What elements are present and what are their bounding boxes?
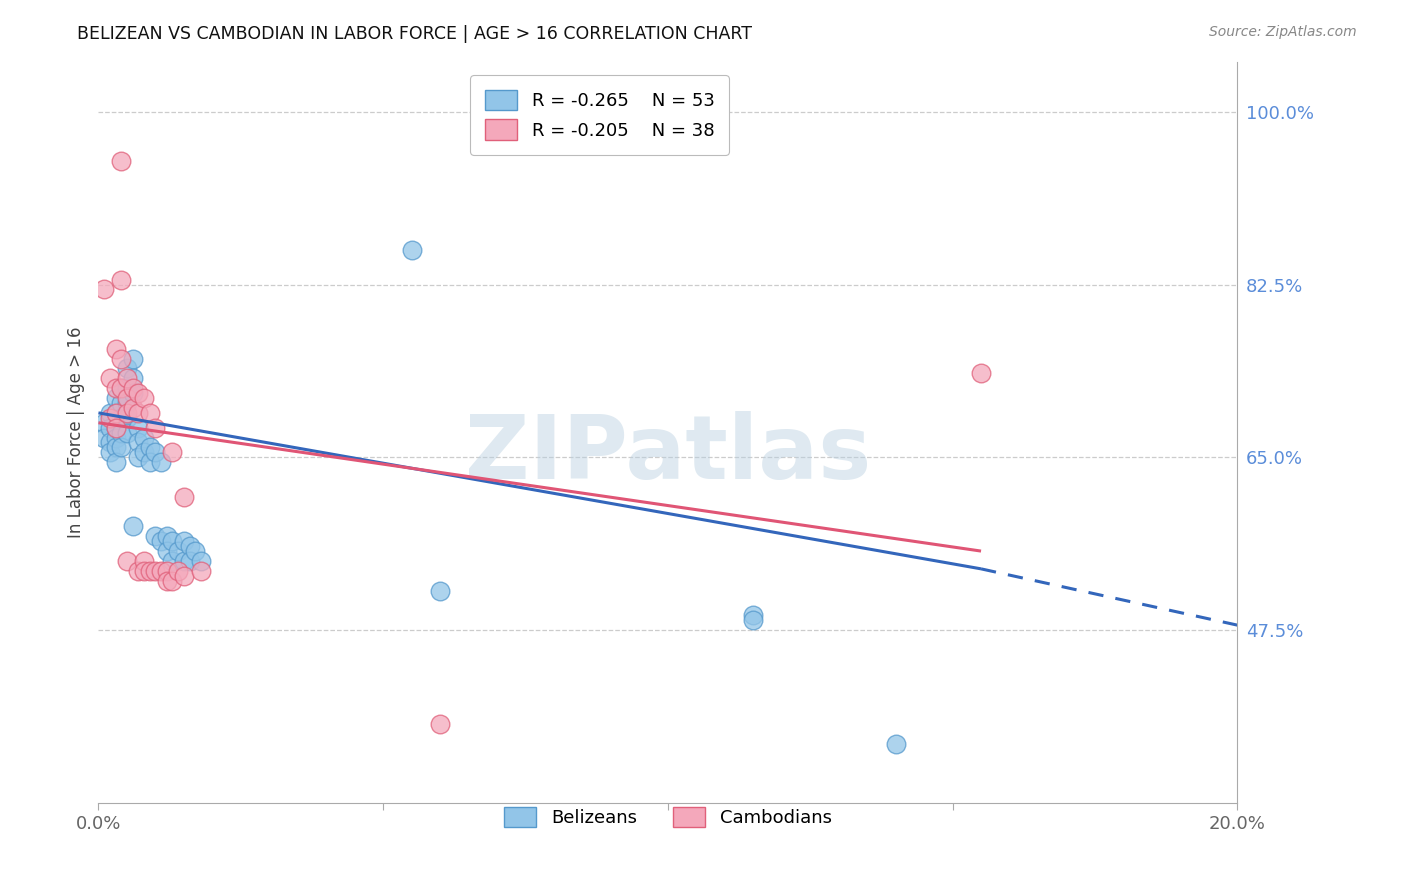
Point <box>132 445 155 459</box>
Point <box>104 342 127 356</box>
Point <box>127 420 149 434</box>
Point <box>150 534 173 549</box>
Point <box>162 534 184 549</box>
Point <box>145 445 167 459</box>
Point <box>104 381 127 395</box>
Point <box>98 406 121 420</box>
Point <box>121 519 143 533</box>
Point <box>98 410 121 425</box>
Point <box>167 544 190 558</box>
Point <box>110 381 132 395</box>
Point <box>115 361 138 376</box>
Point <box>156 544 179 558</box>
Point <box>179 554 201 568</box>
Point <box>162 445 184 459</box>
Point <box>162 574 184 588</box>
Point <box>150 564 173 578</box>
Point <box>190 564 212 578</box>
Point <box>121 351 143 366</box>
Point <box>93 283 115 297</box>
Point <box>115 371 138 385</box>
Point <box>110 396 132 410</box>
Point <box>115 410 138 425</box>
Point <box>98 420 121 434</box>
Point <box>110 272 132 286</box>
Point <box>104 406 127 420</box>
Point <box>179 539 201 553</box>
Point <box>173 568 195 582</box>
Point <box>127 386 149 401</box>
Point <box>132 431 155 445</box>
Point <box>970 367 993 381</box>
Point <box>138 564 160 578</box>
Point <box>98 445 121 459</box>
Y-axis label: In Labor Force | Age > 16: In Labor Force | Age > 16 <box>66 326 84 539</box>
Point <box>121 386 143 401</box>
Point <box>401 243 423 257</box>
Point <box>742 613 765 627</box>
Point <box>429 716 451 731</box>
Point <box>121 381 143 395</box>
Point <box>742 608 765 623</box>
Point <box>132 564 155 578</box>
Text: BELIZEAN VS CAMBODIAN IN LABOR FORCE | AGE > 16 CORRELATION CHART: BELIZEAN VS CAMBODIAN IN LABOR FORCE | A… <box>77 25 752 43</box>
Point <box>138 441 160 455</box>
Point <box>429 583 451 598</box>
Point <box>156 564 179 578</box>
Point <box>110 425 132 440</box>
Point <box>115 425 138 440</box>
Point <box>110 154 132 169</box>
Point <box>132 391 155 405</box>
Point <box>190 554 212 568</box>
Point <box>115 554 138 568</box>
Point <box>98 371 121 385</box>
Point <box>132 554 155 568</box>
Text: ZIPatlas: ZIPatlas <box>465 411 870 499</box>
Point <box>127 564 149 578</box>
Point <box>145 564 167 578</box>
Point <box>138 455 160 469</box>
Point <box>156 574 179 588</box>
Text: Source: ZipAtlas.com: Source: ZipAtlas.com <box>1209 25 1357 39</box>
Point <box>156 529 179 543</box>
Point <box>104 406 127 420</box>
Point <box>93 416 115 430</box>
Point <box>167 564 190 578</box>
Point <box>173 554 195 568</box>
Point <box>104 431 127 445</box>
Point <box>115 391 138 405</box>
Point <box>145 420 167 434</box>
Point <box>162 554 184 568</box>
Point <box>115 381 138 395</box>
Point <box>104 441 127 455</box>
Point <box>110 410 132 425</box>
Point <box>127 406 149 420</box>
Point <box>104 420 127 434</box>
Point <box>884 737 907 751</box>
Point <box>115 396 138 410</box>
Point <box>98 435 121 450</box>
Point <box>150 455 173 469</box>
Point <box>104 420 127 434</box>
Point <box>104 391 127 405</box>
Point <box>93 431 115 445</box>
Point <box>127 450 149 465</box>
Point <box>115 406 138 420</box>
Point <box>121 371 143 385</box>
Point <box>173 490 195 504</box>
Point <box>184 544 207 558</box>
Point <box>110 381 132 395</box>
Point <box>110 441 132 455</box>
Legend: Belizeans, Cambodians: Belizeans, Cambodians <box>489 792 846 842</box>
Point <box>110 351 132 366</box>
Point <box>145 529 167 543</box>
Point <box>138 406 160 420</box>
Point <box>104 455 127 469</box>
Point <box>173 534 195 549</box>
Point <box>127 435 149 450</box>
Point <box>121 401 143 415</box>
